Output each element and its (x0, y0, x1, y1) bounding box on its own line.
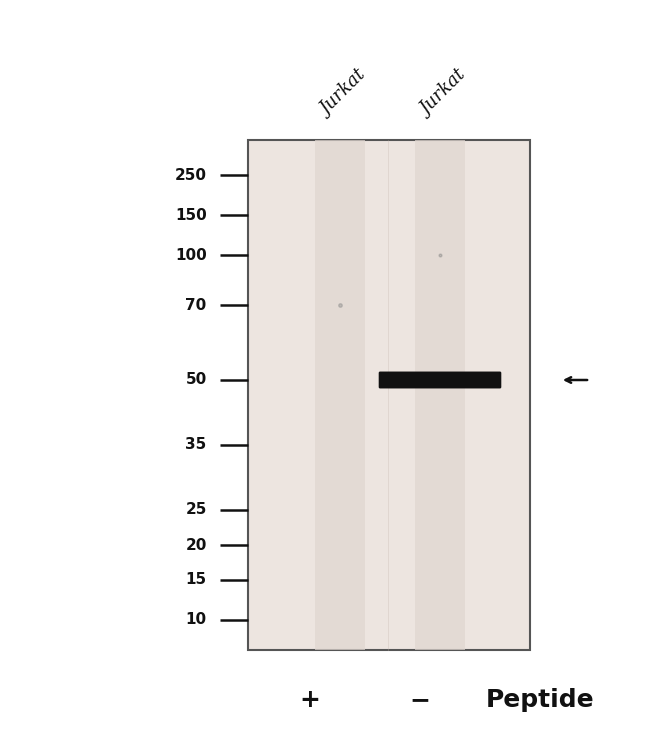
Text: Peptide: Peptide (486, 688, 594, 712)
Text: 100: 100 (175, 247, 207, 263)
Text: −: − (410, 688, 430, 712)
Text: 25: 25 (185, 502, 207, 518)
Text: 20: 20 (185, 537, 207, 553)
Text: 15: 15 (186, 572, 207, 588)
Text: 50: 50 (185, 373, 207, 387)
Text: 150: 150 (175, 207, 207, 223)
Text: 70: 70 (185, 297, 207, 313)
Text: 250: 250 (175, 168, 207, 182)
Bar (248, 140, 530, 650)
Text: Jurkat: Jurkat (317, 67, 370, 120)
Text: +: + (300, 688, 320, 712)
FancyBboxPatch shape (379, 372, 501, 389)
Text: Jurkat: Jurkat (417, 67, 470, 120)
Text: 10: 10 (186, 613, 207, 627)
Text: 35: 35 (185, 438, 207, 452)
Bar (415, 140, 465, 650)
Bar (315, 140, 365, 650)
